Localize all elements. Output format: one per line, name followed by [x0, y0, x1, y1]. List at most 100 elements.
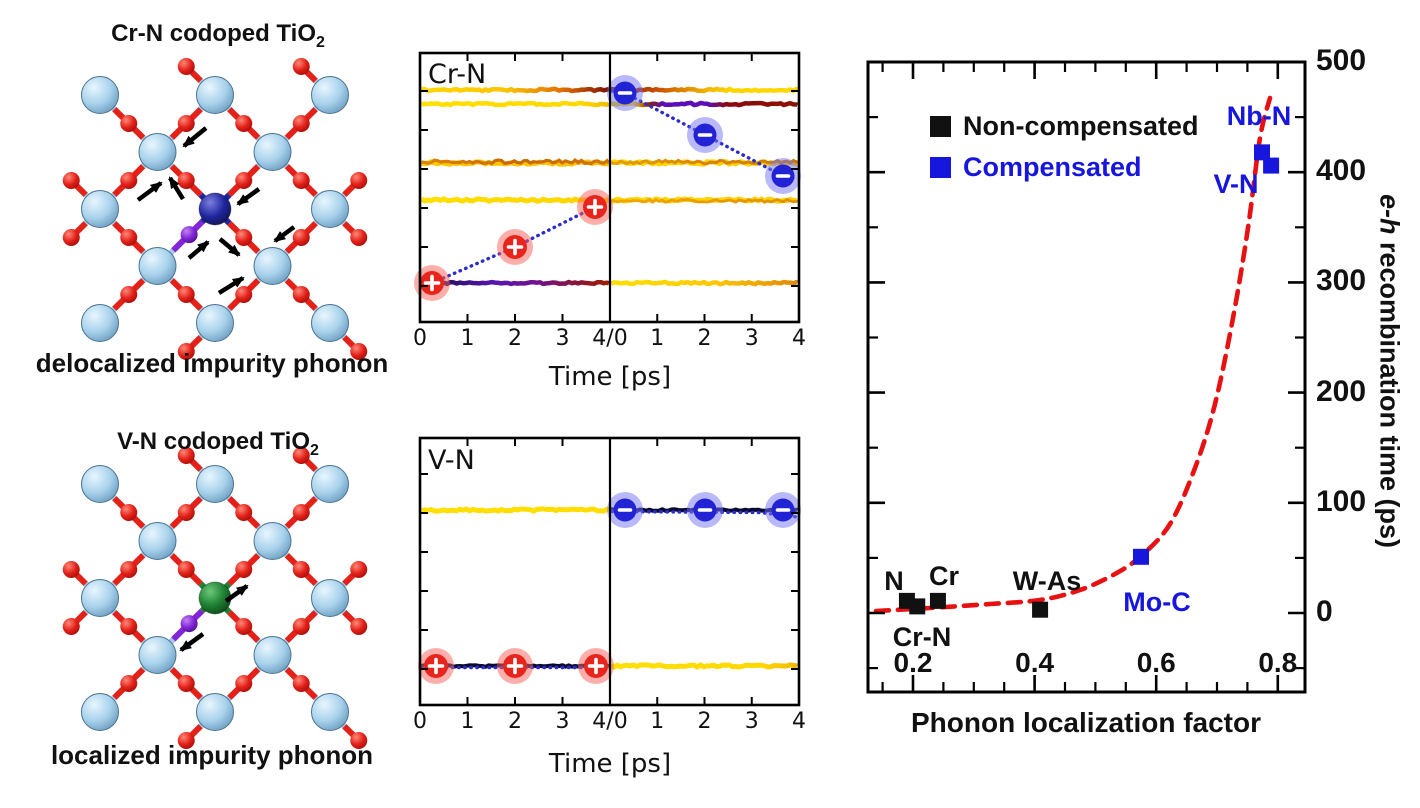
time-x-tick-label: 1 — [650, 326, 665, 351]
point-label-cr-n: Cr-N — [893, 622, 952, 652]
scatter-x-tick-label: 0.6 — [1136, 647, 1176, 678]
o-atom — [350, 618, 368, 635]
time-x-tick-label: 2 — [508, 326, 522, 351]
structure-title-cr-n: Cr-N codoped TiO2 — [28, 20, 408, 52]
ti-atom — [311, 693, 349, 731]
time-x-tick-label: 4 — [792, 709, 806, 734]
energy-level-line — [421, 86, 610, 94]
phonon-displacement-arrow — [168, 176, 185, 201]
o-atom — [350, 732, 368, 749]
crystal-structure-v-n — [62, 447, 368, 749]
scatter-yaxis-title-italic: e-h — [1374, 193, 1405, 235]
o-atom — [120, 115, 138, 132]
scatter-y-tick-label: 300 — [1316, 264, 1367, 298]
o-atom — [62, 172, 80, 189]
carrier-trajectory-dotted — [430, 199, 610, 285]
phonon-displacement-arrow — [179, 632, 205, 652]
time-x-tick-label: 2 — [508, 709, 522, 734]
phonon-displacement-arrow — [218, 237, 241, 257]
o-atom — [350, 343, 368, 360]
energy-level-line — [421, 279, 610, 287]
ti-atom — [196, 693, 234, 731]
structure-title-v-n-sub: 2 — [310, 441, 319, 459]
structure-caption-localized: localized impurity phonon — [50, 740, 374, 770]
o-atom — [292, 447, 310, 464]
data-point-cr-n — [909, 598, 926, 615]
o-atom — [177, 675, 195, 692]
o-atom — [292, 675, 310, 692]
scatter-yaxis-title-rest: recombination time (ps) — [1374, 234, 1405, 549]
point-label-mo-c: Mo-C — [1123, 587, 1190, 617]
o-atom — [235, 172, 253, 189]
o-atom — [350, 561, 368, 578]
ti-atom — [81, 579, 119, 617]
ti-atom — [311, 76, 349, 114]
data-point-w-as — [1032, 601, 1049, 618]
time-x-tick-label: 1 — [650, 709, 665, 734]
o-atom — [177, 504, 195, 521]
legend-swatch-compensated — [930, 157, 951, 178]
o-atom — [292, 618, 310, 635]
fit-curve-dashed — [873, 95, 1273, 614]
timeplot-label-cr-n: Cr-N — [428, 59, 487, 90]
o-atom — [235, 229, 253, 246]
ti-atom — [138, 522, 177, 560]
ti-atom — [196, 465, 234, 503]
ti-atom — [81, 693, 119, 731]
ti-atom — [311, 579, 349, 617]
o-atom — [292, 172, 310, 189]
ti-atom — [138, 133, 177, 171]
data-point-nb-n — [1253, 144, 1270, 161]
ti-atom — [81, 304, 119, 342]
plot-frame — [866, 60, 1307, 694]
data-point-mo-c — [1133, 548, 1149, 565]
point-label-w-as: W-As — [1013, 566, 1081, 596]
timeplot-xaxis-title-2: Time [ps] — [548, 749, 672, 779]
o-atom — [62, 561, 80, 578]
legend-label-non-compensated: Non-compensated — [963, 111, 1199, 141]
timeplot-v-n — [418, 436, 801, 707]
time-x-tick-label: 4/0 — [592, 709, 628, 734]
structure-caption-delocalized: delocalized impurity phonon — [35, 348, 389, 378]
scatter-x-tick-label: 0.4 — [1015, 647, 1055, 678]
structure-title-cr-n-sub: 2 — [315, 33, 325, 51]
o-atom — [235, 504, 253, 521]
time-x-tick-label: 1 — [460, 326, 475, 351]
ti-atom — [138, 247, 177, 285]
time-x-tick-label: 4/0 — [592, 326, 628, 351]
o-atom — [120, 561, 138, 578]
time-x-tick-label: 3 — [744, 709, 759, 734]
ti-atom — [311, 190, 349, 228]
o-atom — [62, 229, 80, 246]
data-point-cr — [929, 592, 946, 609]
structure-title-v-n: V-N codoped TiO2 — [28, 428, 408, 460]
energy-level-noise — [610, 197, 798, 204]
scatter-xaxis-title: Phonon localization factor — [910, 707, 1262, 738]
cr-dopant-atom — [198, 192, 232, 226]
scatter-y-tick-label: 400 — [1316, 154, 1367, 188]
data-point-v-n — [1263, 157, 1280, 174]
o-atom — [292, 58, 310, 75]
o-atom — [120, 286, 138, 303]
o-atom — [235, 675, 253, 692]
o-atom — [177, 732, 195, 749]
ti-atom — [253, 133, 292, 171]
time-x-tick-label: 4 — [792, 326, 806, 351]
scatter-plot: N Cr-N Cr W-As Mo-C Nb-N V-N — [866, 60, 1307, 694]
o-atom — [292, 286, 310, 303]
legend-label-compensated: Compensated — [963, 152, 1142, 182]
o-atom — [235, 618, 253, 635]
ti-atom — [253, 522, 292, 560]
v-dopant-atom — [198, 581, 232, 615]
scatter-y-tick-label: 500 — [1316, 44, 1367, 77]
n-atom — [180, 226, 198, 244]
o-atom — [235, 115, 253, 132]
o-atom — [292, 561, 310, 578]
o-atom — [177, 561, 195, 578]
time-x-tick-label: 2 — [697, 326, 712, 351]
ti-atom — [81, 465, 119, 503]
scatter-yaxis-title: e-h recombination time (ps) — [1374, 194, 1405, 548]
o-atom — [292, 115, 310, 132]
